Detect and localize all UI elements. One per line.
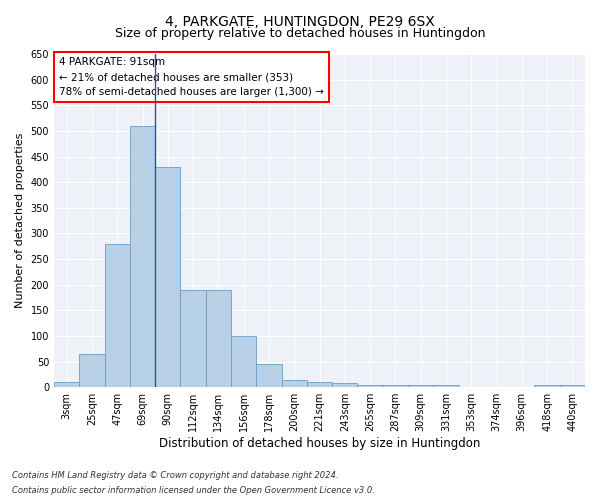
Bar [54, 382, 79, 387]
Text: Size of property relative to detached houses in Huntingdon: Size of property relative to detached ho… [115, 28, 485, 40]
X-axis label: Distribution of detached houses by size in Huntingdon: Distribution of detached houses by size … [159, 437, 480, 450]
Bar [130, 126, 155, 387]
Bar [307, 382, 332, 387]
Bar [332, 383, 358, 387]
Y-axis label: Number of detached properties: Number of detached properties [15, 133, 25, 308]
Bar [206, 290, 231, 387]
Bar [408, 384, 433, 387]
Bar [256, 364, 281, 387]
Bar [155, 167, 181, 387]
Bar [560, 384, 585, 387]
Text: 4 PARKGATE: 91sqm
← 21% of detached houses are smaller (353)
78% of semi-detache: 4 PARKGATE: 91sqm ← 21% of detached hous… [59, 58, 324, 97]
Bar [358, 384, 383, 387]
Text: 4, PARKGATE, HUNTINGDON, PE29 6SX: 4, PARKGATE, HUNTINGDON, PE29 6SX [165, 15, 435, 29]
Bar [104, 244, 130, 387]
Bar [433, 384, 458, 387]
Bar [231, 336, 256, 387]
Bar [79, 354, 104, 387]
Bar [535, 384, 560, 387]
Text: Contains public sector information licensed under the Open Government Licence v3: Contains public sector information licen… [12, 486, 375, 495]
Bar [281, 380, 307, 387]
Text: Contains HM Land Registry data © Crown copyright and database right 2024.: Contains HM Land Registry data © Crown c… [12, 471, 338, 480]
Bar [383, 384, 408, 387]
Bar [181, 290, 206, 387]
